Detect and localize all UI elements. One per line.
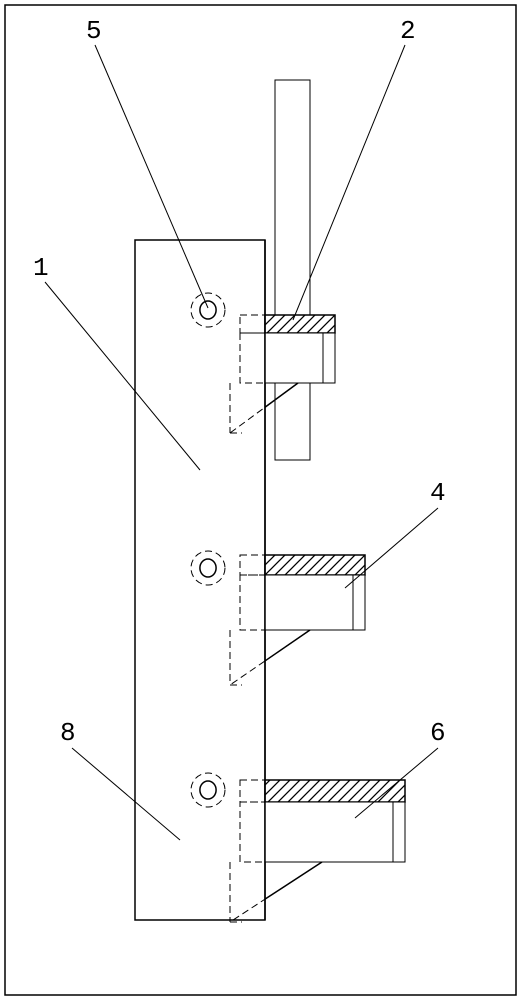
bracket-top-cap (265, 315, 335, 333)
bracket-top-body (265, 333, 335, 383)
bracket-bottom-body (265, 802, 405, 862)
label-6: 6 (430, 718, 446, 748)
label-4: 4 (430, 478, 446, 508)
vertical-post-outline (275, 80, 310, 460)
leader-4 (345, 508, 438, 588)
bracket-middle-cap (265, 555, 365, 575)
label-2: 2 (400, 16, 416, 46)
label-5: 5 (86, 16, 102, 46)
label-1: 1 (33, 253, 49, 283)
label-8: 8 (60, 718, 76, 748)
bracket-bottom-cap (265, 780, 405, 802)
